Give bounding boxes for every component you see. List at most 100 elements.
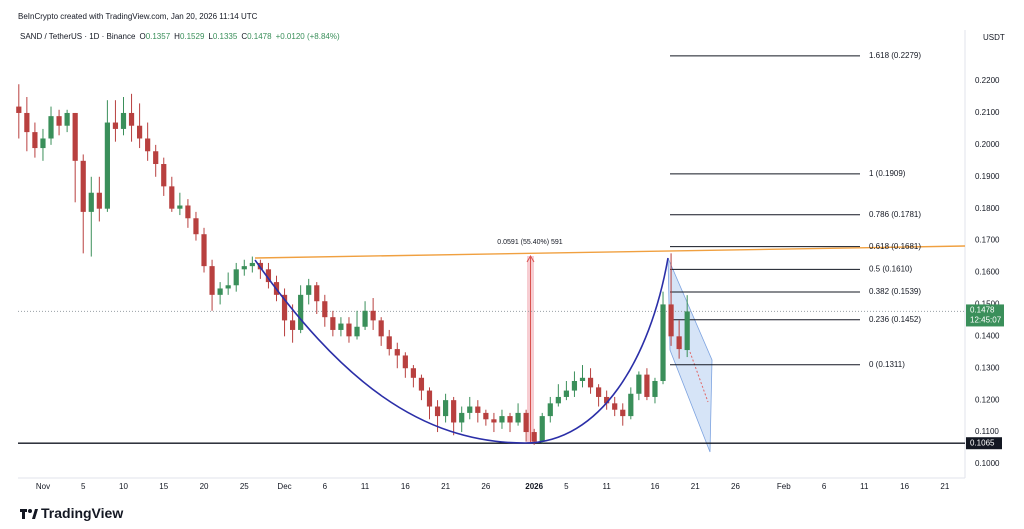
legend-item: C	[241, 32, 247, 41]
y-tick-label: 0.1800	[975, 204, 1000, 213]
logo-mark	[28, 509, 32, 513]
candle-body	[475, 406, 481, 413]
x-tick-label: 2026	[525, 482, 543, 491]
legend-item: O	[139, 32, 145, 41]
candle-body	[104, 122, 110, 209]
candle-body	[515, 412, 521, 423]
candle-body	[459, 412, 465, 423]
candle-body	[660, 304, 666, 381]
x-tick-label: 6	[323, 482, 328, 491]
candle-body	[128, 112, 135, 126]
candle-body	[136, 125, 143, 139]
candle-body	[346, 323, 352, 337]
y-tick-label: 0.1700	[975, 236, 1000, 245]
x-tick-label: 5	[564, 482, 569, 491]
x-tick-label: 16	[401, 482, 410, 491]
candle-body	[177, 205, 183, 209]
candle-body	[16, 106, 22, 113]
x-tick-label: 20	[200, 482, 209, 491]
x-tick-label: 11	[602, 482, 611, 491]
candle-body	[426, 390, 433, 407]
legend-item: 0.1335	[213, 32, 238, 41]
candle-body	[579, 377, 586, 381]
x-tick-label: 5	[81, 482, 86, 491]
candle-body	[596, 387, 602, 397]
candle-body	[555, 396, 561, 404]
falling-wedge	[667, 257, 713, 453]
candle-body	[64, 112, 70, 126]
last-price-tag	[966, 304, 1004, 327]
support-label: 0.1065	[970, 438, 995, 447]
last-price-label: 0.1478	[970, 306, 995, 315]
fib-label: 0 (0.1311)	[869, 360, 905, 369]
candle-body	[289, 320, 296, 330]
candle-body	[628, 393, 634, 417]
candle-body	[24, 112, 30, 133]
candle-body	[418, 377, 425, 391]
fib-label: 1 (0.1909)	[869, 169, 906, 178]
candle-body	[587, 377, 594, 388]
x-tick-label: Dec	[277, 482, 291, 491]
candle-body	[668, 304, 674, 337]
y-tick-label: 0.1200	[975, 395, 1000, 404]
legend-item: H	[174, 32, 180, 41]
x-tick-label: 21	[940, 482, 949, 491]
y-tick-label: 0.1300	[975, 363, 1000, 372]
candle-body	[434, 406, 441, 417]
candle-body	[257, 262, 263, 270]
countdown: 12:45:07	[970, 316, 1002, 325]
candle-body	[40, 138, 46, 149]
candle-body	[32, 132, 38, 149]
candle-body	[531, 432, 537, 442]
candle-body	[604, 396, 610, 404]
candle-body	[410, 368, 416, 378]
measure-label: 0.0591 (55.40%) 591	[497, 239, 562, 246]
fib-label: 1.618 (0.2279)	[869, 51, 921, 60]
candle-body	[330, 317, 336, 330]
legend-item: 0.1529	[180, 32, 205, 41]
x-tick-label: 11	[860, 482, 869, 491]
candle-body	[96, 192, 102, 209]
candle-body	[322, 301, 328, 318]
projection	[689, 351, 709, 403]
x-tick-label: 15	[159, 482, 168, 491]
candle-body	[378, 320, 384, 337]
support-tag	[966, 437, 1002, 450]
legend-item: SAND / TetherUS · 1D · Binance	[20, 32, 136, 41]
cup-curve	[254, 257, 669, 444]
y-tick-label: 0.1900	[975, 172, 1000, 181]
candle-body	[362, 310, 368, 327]
candle-body	[265, 269, 272, 283]
x-tick-label: 6	[822, 482, 827, 491]
candle-body	[281, 294, 288, 321]
candle-body	[56, 116, 62, 126]
candle-body	[217, 288, 223, 295]
candle-body	[314, 285, 320, 302]
y-tick-label: 0.2100	[975, 108, 1000, 117]
candle-body	[523, 412, 529, 433]
logo: TradingView	[20, 505, 123, 521]
y-tick-label: 0.2000	[975, 140, 1000, 149]
candle-body	[499, 416, 505, 423]
watermark: BeInCrypto created with TradingView.com,…	[18, 12, 258, 21]
logo-mark	[22, 509, 25, 519]
y-tick-label: 0.1500	[975, 300, 1000, 309]
candle-body	[386, 336, 392, 350]
fib-label: 0.786 (0.1781)	[869, 210, 921, 219]
fib-label: 0.382 (0.1539)	[869, 287, 921, 296]
candle-body	[491, 419, 497, 423]
x-tick-label: 11	[361, 482, 370, 491]
candle-body	[676, 336, 682, 350]
legend-item: L	[208, 32, 213, 41]
currency: USDT	[983, 33, 1005, 42]
candle-body	[48, 116, 54, 139]
legend-item: 0.1478	[247, 32, 272, 41]
x-tick-label: 16	[651, 482, 660, 491]
candle-body	[370, 310, 376, 321]
candle-body	[249, 262, 255, 267]
candle-body	[201, 234, 207, 267]
candle-body	[193, 218, 199, 235]
symbol: SAND / TetherUS · 1D · Binance O0.1357 H0.…	[20, 32, 340, 41]
